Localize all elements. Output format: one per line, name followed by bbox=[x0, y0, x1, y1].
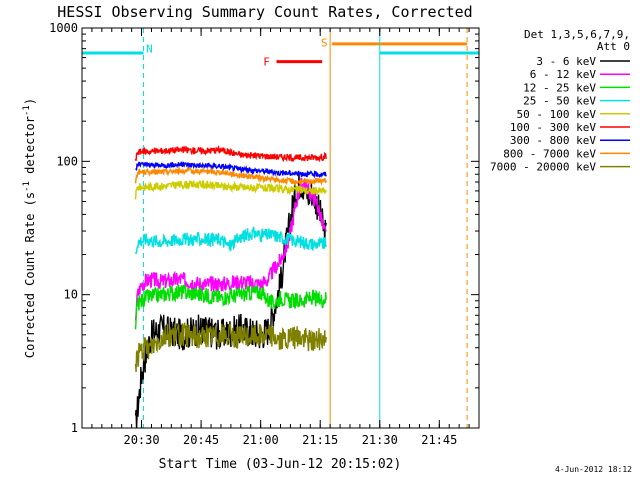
y-label-part-2: detector bbox=[23, 116, 37, 181]
series-line-7 bbox=[136, 168, 327, 184]
x-tick-label-3: 21:15 bbox=[302, 433, 338, 447]
x-tick-label-5: 21:45 bbox=[421, 433, 457, 447]
legend-label-6: 300 - 800 keV bbox=[510, 134, 596, 147]
y-tick-label-1: 10 bbox=[64, 288, 78, 302]
y-label-part-1: Corrected Count Rate (s bbox=[23, 192, 37, 358]
x-tick-label-1: 20:45 bbox=[183, 433, 219, 447]
legend-label-5: 100 - 300 keV bbox=[510, 121, 596, 134]
y-tick-label-0: 1 bbox=[71, 421, 78, 435]
chart-title: HESSI Observing Summary Count Rates, Cor… bbox=[57, 3, 472, 21]
legend-label-3: 25 - 50 keV bbox=[523, 95, 596, 108]
orbit-flags bbox=[82, 44, 479, 62]
legend-label-1: 6 - 12 keV bbox=[530, 68, 597, 81]
y-axis-label: Corrected Count Rate (s-1 detector-1) bbox=[22, 98, 37, 358]
flag-label-s: S bbox=[321, 36, 328, 49]
footer-timestamp: 4-Jun-2012 18:12 bbox=[555, 465, 632, 474]
legend-label-2: 12 - 25 keV bbox=[523, 81, 596, 94]
flag-label-f: F bbox=[263, 56, 270, 69]
y-tick-label-3: 1000 bbox=[49, 21, 78, 35]
x-tick-label-0: 20:30 bbox=[123, 433, 159, 447]
series-line-3 bbox=[136, 227, 327, 253]
legend-label-4: 50 - 100 keV bbox=[517, 108, 597, 121]
flag-label-n: N bbox=[146, 43, 153, 56]
x-tick-label-4: 21:30 bbox=[362, 433, 398, 447]
flag-labels: N F S bbox=[146, 36, 327, 68]
x-tick-label-2: 21:00 bbox=[243, 433, 279, 447]
y-tick-label-2: 100 bbox=[56, 154, 78, 168]
series-line-5 bbox=[136, 147, 327, 161]
y-label-sup-1: -1 bbox=[22, 181, 32, 192]
y-label-sup-2: -1 bbox=[22, 105, 32, 116]
legend-label-7: 800 - 7000 keV bbox=[503, 147, 596, 160]
legend-label-0: 3 - 6 keV bbox=[536, 55, 596, 68]
legend-header-line-2: Att 0 bbox=[597, 40, 630, 53]
series-lines bbox=[136, 147, 327, 428]
x-axis-label: Start Time (03-Jun-12 20:15:02) bbox=[159, 457, 402, 472]
legend-label-8: 7000 - 20000 keV bbox=[490, 161, 596, 174]
y-label-part-3: ) bbox=[23, 98, 37, 105]
